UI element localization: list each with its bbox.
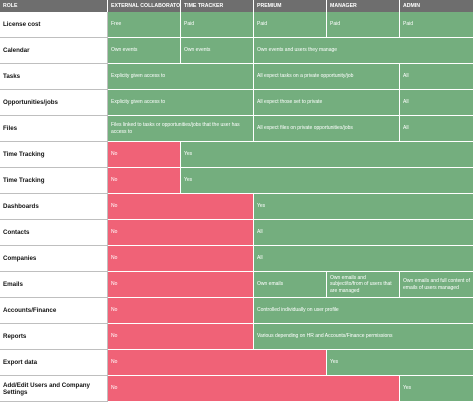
row-label: License cost (0, 12, 108, 38)
row-label: Export data (0, 350, 108, 376)
permission-cell: All (400, 116, 474, 142)
permission-cell: Own emails and full content of emails of… (400, 272, 474, 298)
permission-cell: No (108, 376, 400, 402)
permission-cell: Files linked to tasks or opportunities/j… (108, 116, 254, 142)
permission-cell: Yes (400, 376, 474, 402)
row-label: Opportunities/jobs (0, 90, 108, 116)
permission-cell: Yes (181, 168, 474, 194)
row-label: Calendar (0, 38, 108, 64)
header-role: ROLE (0, 0, 108, 12)
permission-cell: No (108, 168, 181, 194)
row-label: Reports (0, 324, 108, 350)
permission-cell: Paid (181, 12, 254, 38)
header-admin: ADMIN (400, 0, 474, 12)
permission-cell: Yes (254, 194, 474, 220)
permission-cell: All expect files on private opportunitie… (254, 116, 400, 142)
row-label: Tasks (0, 64, 108, 90)
permission-cell: Various depending on HR and Accounts/Fin… (254, 324, 474, 350)
row-label: Emails (0, 272, 108, 298)
permission-cell: All (254, 220, 474, 246)
permission-cell: Own emails (254, 272, 327, 298)
permission-cell: Own events (181, 38, 254, 64)
permission-cell: Paid (254, 12, 327, 38)
row-label: Time Tracking (0, 142, 108, 168)
row-label: Time Tracking (0, 168, 108, 194)
permission-cell: No (108, 272, 254, 298)
permission-cell: All expect those set to private (254, 90, 400, 116)
permission-cell: Explicity given access to (108, 64, 254, 90)
permission-cell: Yes (181, 142, 474, 168)
header-premium: PREMIUM (254, 0, 327, 12)
permission-cell: All (254, 246, 474, 272)
header-manager: MANAGER (327, 0, 400, 12)
permission-cell: No (108, 350, 327, 376)
permission-cell: All (400, 90, 474, 116)
row-label: Accounts/Finance (0, 298, 108, 324)
row-label: Files (0, 116, 108, 142)
permission-cell: Own events and users they manage (254, 38, 474, 64)
header-external-collaborator: EXTERNAL COLLABORATOR (108, 0, 181, 12)
permission-cell: Own emails and subject/to/from of users … (327, 272, 400, 298)
permission-cell: Yes (327, 350, 474, 376)
permission-cell: No (108, 324, 254, 350)
permission-cell: No (108, 298, 254, 324)
permission-cell: No (108, 194, 254, 220)
row-label: Add/Edit Users and Company Settings (0, 376, 108, 402)
permission-cell: No (108, 142, 181, 168)
permission-cell: Free (108, 12, 181, 38)
permission-cell: Paid (400, 12, 474, 38)
permission-cell: Explicity given access to (108, 90, 254, 116)
permission-cell: Controlled individually on user profile (254, 298, 474, 324)
permission-cell: Own events (108, 38, 181, 64)
header-time-tracker: TIME TRACKER (181, 0, 254, 12)
row-label: Companies (0, 246, 108, 272)
permission-cell: No (108, 246, 254, 272)
permission-cell: No (108, 220, 254, 246)
row-label: Dashboards (0, 194, 108, 220)
row-label: Contacts (0, 220, 108, 246)
permission-cell: All (400, 64, 474, 90)
permission-cell: All expect tasks on a private opportunit… (254, 64, 400, 90)
permission-cell: Paid (327, 12, 400, 38)
